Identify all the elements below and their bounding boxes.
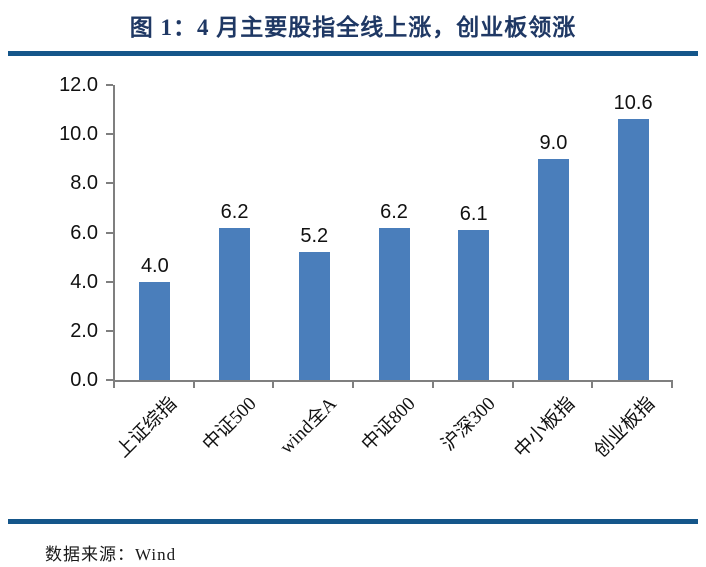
y-tick-label: 12.0 [59, 74, 98, 96]
x-axis-tick [192, 382, 195, 388]
x-axis-tick [511, 382, 514, 388]
y-tick-label: 10.0 [59, 123, 98, 146]
x-axis-tick [272, 382, 275, 388]
bottom-divider-line [8, 519, 698, 524]
bar [139, 281, 171, 380]
bar-value-label: 6.2 [380, 200, 408, 223]
bar-value-label: 9.0 [539, 131, 568, 154]
y-tick-label: 6.0 [70, 221, 98, 244]
x-category-label: 中证500 [198, 393, 261, 456]
figure-title: 图 1：4 月主要股指全线上涨，创业板领涨 [129, 15, 577, 40]
bar [458, 230, 490, 380]
y-axis-tick [106, 280, 113, 283]
bar [617, 119, 649, 380]
y-tick-label: 8.0 [70, 172, 98, 195]
y-axis-tick [106, 182, 113, 185]
x-category-label: 中证800 [358, 393, 421, 456]
y-axis-tick [106, 133, 113, 136]
y-axis-tick [106, 379, 113, 381]
x-axis-tick [431, 382, 434, 388]
bar-value-label: 6.2 [220, 200, 249, 223]
x-category-label: 创业板指 [590, 393, 660, 462]
bar-chart: 0.0 2.0 4.0 6.0 8.0 10.0 12.0 4.0 上证综指 6.2 中证500 5.… [59, 74, 673, 462]
bar-value-label: 10.6 [613, 92, 653, 115]
x-category-label: wind全A [275, 393, 341, 459]
bar [378, 227, 410, 380]
x-category-label: 中小板指 [510, 393, 580, 462]
title-divider-line [8, 51, 698, 56]
bar-value-label: 6.1 [459, 203, 488, 226]
x-axis-tick [352, 382, 355, 388]
x-category-label: 沪深300 [437, 393, 500, 456]
y-axis-tick [106, 84, 113, 86]
x-category-label: 上证综指 [112, 393, 182, 462]
bar [298, 252, 330, 380]
x-axis-tick [591, 382, 594, 388]
bar-value-label: 5.2 [300, 225, 329, 248]
bar-value-label: 4.0 [140, 254, 169, 277]
x-axis-tick [671, 382, 673, 388]
y-tick-label: 2.0 [70, 319, 98, 342]
y-tick-label: 0.0 [70, 369, 98, 391]
y-axis-line [113, 85, 115, 388]
y-axis-tick [106, 329, 113, 332]
data-source-label: 数据来源：Wind [45, 545, 177, 564]
bar [219, 227, 251, 380]
x-axis-line [113, 380, 673, 382]
y-axis-tick [106, 231, 113, 234]
x-axis-tick [113, 382, 115, 388]
y-tick-label: 4.0 [70, 270, 98, 293]
bar [537, 158, 569, 380]
